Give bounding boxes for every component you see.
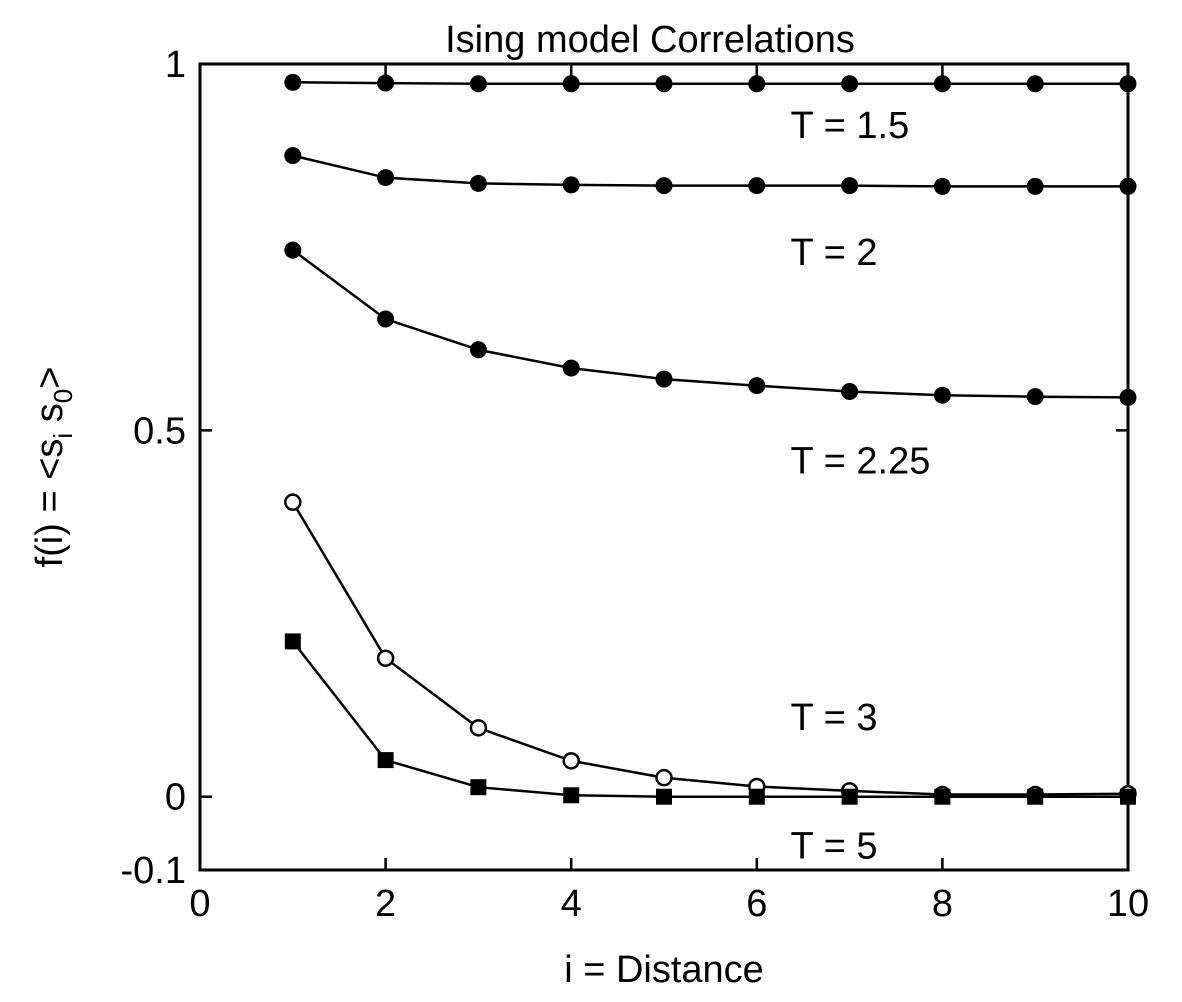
x-tick-label: 8	[932, 883, 953, 925]
data-point	[562, 359, 580, 377]
data-point	[1119, 388, 1137, 406]
x-axis-label: i = Distance	[564, 949, 764, 991]
series-label: T = 3	[791, 697, 878, 739]
data-point	[563, 787, 580, 804]
data-point	[469, 719, 488, 737]
data-point	[748, 75, 766, 93]
series-label: T = 5	[791, 825, 878, 867]
series-label: T = 2.25	[791, 441, 931, 483]
y-axis-label-mid: s	[29, 403, 71, 433]
series-5	[284, 633, 1136, 805]
data-point	[284, 73, 302, 91]
x-tick-label: 10	[1107, 883, 1149, 925]
x-tick-label: 0	[189, 883, 210, 925]
data-point	[655, 75, 673, 93]
series-2	[284, 147, 1137, 195]
series-4	[284, 493, 1137, 804]
data-point	[377, 74, 395, 92]
series-3	[284, 241, 1137, 406]
y-axis-label: f(i) = <si s0>	[29, 367, 78, 568]
data-point	[470, 779, 487, 796]
y-axis-ticks: -0.1 0 0.5 1	[121, 44, 1128, 892]
data-point	[934, 788, 951, 805]
data-point	[562, 752, 580, 770]
data-point	[933, 75, 951, 93]
data-point	[933, 386, 951, 404]
series-line	[292, 154, 1128, 188]
data-point	[656, 788, 672, 805]
data-point	[841, 177, 859, 195]
data-point	[469, 341, 487, 359]
series-line	[291, 501, 1129, 796]
plot-frame	[198, 62, 1130, 872]
chart-title: Ising model Correlations	[445, 19, 855, 61]
data-point	[1119, 177, 1137, 195]
x-tick-label: 2	[375, 883, 396, 925]
data-point	[1026, 388, 1044, 406]
data-point	[376, 649, 395, 667]
data-point	[377, 310, 395, 328]
data-point	[1027, 788, 1044, 805]
y-axis-label-end: >	[29, 367, 71, 389]
data-point	[469, 174, 487, 192]
y-tick-label: -0.1	[121, 850, 186, 892]
y-tick-label: 0.5	[133, 410, 186, 452]
data-point	[748, 377, 766, 395]
series-labels: T = 1.5 T = 2 T = 2.25 T = 3 T = 5	[791, 105, 931, 867]
x-tick-label: 6	[746, 883, 767, 925]
data-point	[284, 147, 302, 165]
y-axis-label-main: f(i) = <s	[29, 439, 71, 568]
y-tick-label: 0	[165, 777, 186, 819]
data-point	[748, 788, 765, 805]
data-point	[841, 75, 859, 93]
data-point	[562, 176, 580, 194]
data-point	[1026, 177, 1044, 195]
data-point	[841, 788, 858, 805]
x-axis-ticks: 0 2 4 6 8 10	[189, 64, 1149, 925]
y-axis-label-sub-i: i	[48, 433, 78, 439]
data-point	[655, 370, 673, 388]
data-point	[655, 768, 673, 787]
data-point	[284, 493, 302, 511]
x-tick-label: 4	[561, 883, 582, 925]
data-point	[284, 633, 301, 650]
series-line	[292, 249, 1129, 399]
data-point	[933, 177, 951, 195]
series-1	[284, 73, 1137, 93]
y-tick-label: 1	[165, 44, 186, 86]
series-line	[291, 640, 1128, 798]
data-point	[1026, 75, 1044, 93]
data-point	[562, 75, 580, 93]
data-point	[655, 177, 673, 195]
series-line	[292, 81, 1128, 86]
data-point	[748, 177, 766, 195]
data-point	[1119, 75, 1137, 93]
data-point	[841, 383, 859, 401]
data-point	[377, 752, 394, 769]
data-point	[1120, 788, 1136, 805]
series-label: T = 1.5	[791, 105, 910, 147]
svg-text:f(i) = <si s0>: f(i) = <si s0>	[29, 367, 78, 568]
data-point	[377, 169, 395, 187]
data-point	[284, 241, 302, 259]
series-layer	[284, 73, 1137, 805]
series-label: T = 2	[791, 232, 878, 274]
y-axis-label-sub-0: 0	[48, 389, 78, 403]
data-point	[469, 75, 487, 93]
